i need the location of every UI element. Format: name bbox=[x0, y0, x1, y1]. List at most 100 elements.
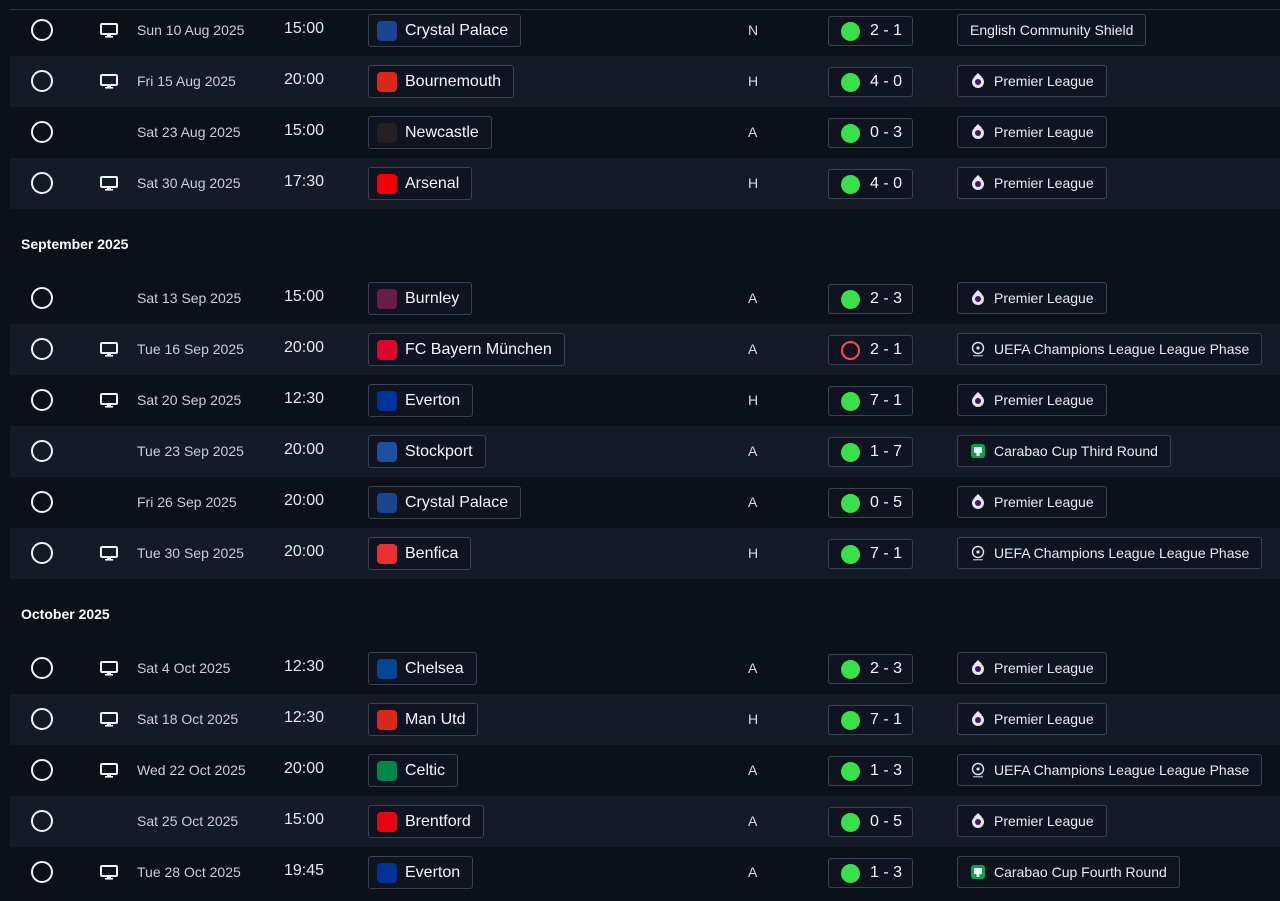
result-button[interactable]: 0 - 5 bbox=[828, 807, 914, 837]
opponent-button[interactable]: FC Bayern München bbox=[368, 333, 565, 366]
select-checkbox[interactable] bbox=[31, 542, 53, 564]
competition-button[interactable]: UEFA Champions League League Phase bbox=[957, 754, 1263, 786]
kickoff-time: 17:30 bbox=[284, 173, 325, 190]
fixture-date: Sun 10 Aug 2025 bbox=[137, 22, 245, 38]
result-button[interactable]: 4 - 0 bbox=[828, 67, 914, 97]
premier-league-icon bbox=[972, 73, 984, 88]
competition-button[interactable]: UEFA Champions League League Phase bbox=[957, 537, 1263, 569]
fixture-row: Sat 18 Oct 2025 12:30 Man Utd H 7 - 1 Premier… bbox=[10, 694, 1280, 745]
select-checkbox[interactable] bbox=[31, 491, 53, 513]
win-indicator-icon bbox=[841, 174, 860, 194]
champions-league-icon bbox=[971, 762, 985, 778]
competition-name: Premier League bbox=[994, 124, 1094, 140]
select-checkbox[interactable] bbox=[31, 172, 53, 194]
select-checkbox[interactable] bbox=[31, 759, 53, 781]
result-button[interactable]: 0 - 3 bbox=[828, 118, 914, 148]
competition-button[interactable]: Premier League bbox=[957, 805, 1107, 837]
win-indicator-icon bbox=[841, 391, 860, 411]
select-checkbox[interactable] bbox=[31, 440, 53, 462]
opponent-button[interactable]: Celtic bbox=[368, 754, 459, 787]
champions-league-icon bbox=[971, 545, 985, 561]
fixture-row: Fri 15 Aug 2025 20:00 Bournemouth H 4 - 0 Pre… bbox=[10, 56, 1280, 107]
select-checkbox[interactable] bbox=[31, 389, 53, 411]
premier-league-icon bbox=[972, 660, 984, 675]
select-checkbox[interactable] bbox=[31, 287, 53, 309]
match-score: 0 - 3 bbox=[870, 124, 903, 141]
venue-indicator: A bbox=[748, 660, 758, 676]
opponent-button[interactable]: Benfica bbox=[368, 537, 472, 570]
opponent-button[interactable]: Everton bbox=[368, 856, 474, 889]
result-button[interactable]: 7 - 1 bbox=[828, 386, 914, 416]
competition-button[interactable]: Premier League bbox=[957, 703, 1107, 735]
fixture-row: Tue 23 Sep 2025 20:00 Stockport A 1 - 7 Carab… bbox=[10, 426, 1280, 477]
result-button[interactable]: 4 - 0 bbox=[828, 169, 914, 199]
result-button[interactable]: 0 - 5 bbox=[828, 488, 914, 518]
fixture-date: Fri 26 Sep 2025 bbox=[137, 494, 237, 510]
venue-indicator: H bbox=[748, 711, 759, 727]
select-checkbox[interactable] bbox=[31, 70, 53, 92]
opponent-button[interactable]: Burnley bbox=[368, 282, 473, 315]
opponent-button[interactable]: Crystal Palace bbox=[368, 486, 522, 519]
kickoff-time: 15:00 bbox=[284, 20, 325, 37]
kickoff-time: 20:00 bbox=[284, 441, 325, 458]
fixture-date: Sat 20 Sep 2025 bbox=[137, 392, 242, 408]
result-button[interactable]: 1 - 3 bbox=[828, 858, 914, 888]
result-button[interactable]: 2 - 3 bbox=[828, 284, 914, 314]
premier-league-icon bbox=[972, 494, 984, 509]
premier-league-icon bbox=[972, 290, 984, 305]
loss-indicator-icon bbox=[841, 340, 860, 360]
competition-button[interactable]: Premier League bbox=[957, 486, 1107, 518]
kickoff-time: 15:00 bbox=[284, 122, 325, 139]
competition-button[interactable]: Premier League bbox=[957, 652, 1107, 684]
result-button[interactable]: 7 - 1 bbox=[828, 705, 914, 735]
opponent-button[interactable]: Stockport bbox=[368, 435, 486, 468]
opponent-button[interactable]: Bournemouth bbox=[368, 65, 515, 98]
venue-indicator: H bbox=[748, 392, 759, 408]
result-button[interactable]: 2 - 1 bbox=[828, 16, 914, 46]
opponent-button[interactable]: Crystal Palace bbox=[368, 14, 522, 47]
competition-button[interactable]: Premier League bbox=[957, 282, 1107, 314]
opponent-name: Benfica bbox=[405, 544, 459, 562]
select-checkbox[interactable] bbox=[31, 657, 53, 679]
competition-name: Premier League bbox=[994, 711, 1094, 727]
fixture-date: Wed 22 Oct 2025 bbox=[137, 762, 246, 778]
select-checkbox[interactable] bbox=[31, 338, 53, 360]
competition-button[interactable]: Carabao Cup Fourth Round bbox=[957, 856, 1180, 888]
opponent-name: Crystal Palace bbox=[405, 493, 509, 511]
venue-indicator: H bbox=[748, 175, 759, 191]
opponent-button[interactable]: Arsenal bbox=[368, 167, 473, 200]
result-button[interactable]: 1 - 3 bbox=[828, 756, 914, 786]
win-indicator-icon bbox=[841, 72, 860, 92]
premier-league-icon bbox=[972, 813, 984, 828]
opponent-button[interactable]: Brentford bbox=[368, 805, 484, 838]
select-checkbox[interactable] bbox=[31, 810, 53, 832]
premier-league-icon bbox=[972, 711, 984, 726]
opponent-button[interactable]: Chelsea bbox=[368, 652, 477, 685]
competition-button[interactable]: Premier League bbox=[957, 384, 1107, 416]
kickoff-time: 15:00 bbox=[284, 288, 325, 305]
select-checkbox[interactable] bbox=[31, 19, 53, 41]
competition-name: Premier League bbox=[994, 73, 1094, 89]
result-button[interactable]: 2 - 1 bbox=[828, 335, 914, 365]
win-indicator-icon bbox=[841, 289, 860, 309]
kickoff-time: 20:00 bbox=[284, 760, 325, 777]
opponent-button[interactable]: Newcastle bbox=[368, 116, 492, 149]
result-button[interactable]: 1 - 7 bbox=[828, 437, 914, 467]
select-checkbox[interactable] bbox=[31, 121, 53, 143]
competition-button[interactable]: Premier League bbox=[957, 167, 1107, 199]
competition-button[interactable]: Carabao Cup Third Round bbox=[957, 435, 1171, 467]
venue-indicator: H bbox=[748, 73, 759, 89]
opponent-button[interactable]: Man Utd bbox=[368, 703, 479, 736]
competition-button[interactable]: Premier League bbox=[957, 65, 1107, 97]
opponent-button[interactable]: Everton bbox=[368, 384, 474, 417]
result-button[interactable]: 2 - 3 bbox=[828, 654, 914, 684]
match-score: 0 - 5 bbox=[870, 494, 903, 511]
competition-button[interactable]: UEFA Champions League League Phase bbox=[957, 333, 1263, 365]
result-button[interactable]: 7 - 1 bbox=[828, 539, 914, 569]
venue-indicator: A bbox=[748, 813, 758, 829]
select-checkbox[interactable] bbox=[31, 708, 53, 730]
select-checkbox[interactable] bbox=[31, 861, 53, 883]
competition-button[interactable]: Premier League bbox=[957, 116, 1107, 148]
top-divider bbox=[10, 9, 1280, 10]
competition-button[interactable]: English Community Shield bbox=[957, 14, 1147, 46]
